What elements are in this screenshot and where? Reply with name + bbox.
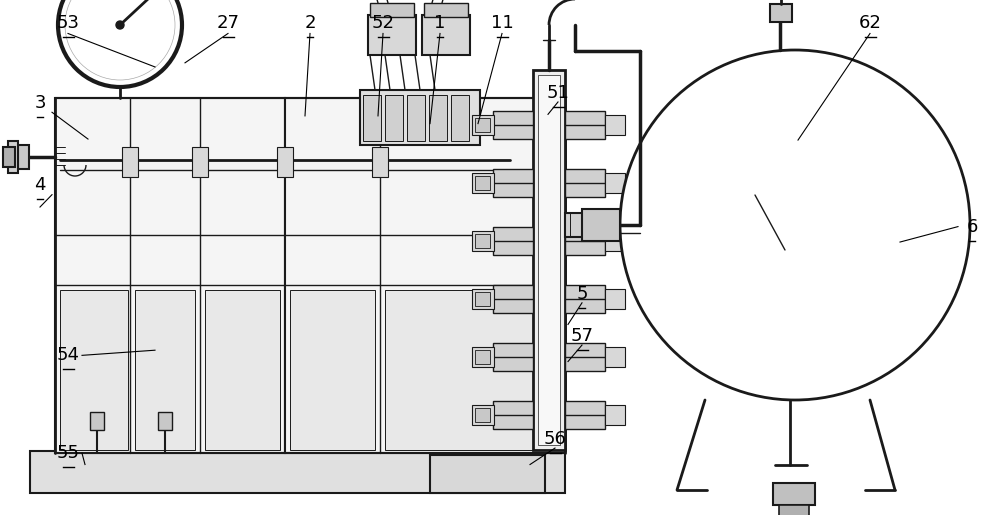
Bar	[605, 115, 625, 135]
Bar	[122, 147, 138, 177]
Bar	[493, 343, 533, 371]
Bar	[475, 408, 490, 422]
Bar	[285, 98, 565, 453]
Bar	[90, 412, 104, 430]
Bar	[424, 3, 468, 17]
Bar	[192, 147, 208, 177]
Text: 1: 1	[434, 14, 446, 32]
Bar	[565, 343, 605, 371]
Bar	[605, 231, 625, 251]
Bar	[493, 111, 533, 139]
Bar	[110, 55, 130, 70]
Text: 54: 54	[56, 347, 80, 364]
Bar	[565, 401, 605, 429]
Bar	[422, 15, 470, 55]
Bar	[472, 173, 494, 193]
Bar	[565, 169, 605, 197]
Bar	[565, 111, 605, 139]
Bar	[407, 95, 425, 141]
Bar	[3, 147, 15, 167]
Bar	[135, 290, 195, 450]
Bar	[385, 95, 403, 141]
Bar	[370, 3, 414, 17]
Bar	[475, 292, 490, 306]
Bar	[605, 347, 625, 367]
Text: 53: 53	[56, 14, 80, 32]
Bar	[475, 350, 490, 364]
Bar	[773, 483, 815, 505]
Bar	[14, 145, 29, 169]
Text: 4: 4	[34, 177, 46, 194]
Bar	[368, 15, 416, 55]
Bar	[385, 290, 560, 450]
Bar	[472, 115, 494, 135]
Text: 3: 3	[34, 94, 46, 112]
Text: 11: 11	[491, 14, 513, 32]
Bar	[55, 98, 285, 453]
Bar	[290, 290, 375, 450]
Text: 27: 27	[216, 14, 240, 32]
Text: 52: 52	[372, 14, 394, 32]
Bar	[430, 455, 545, 493]
Circle shape	[58, 0, 182, 87]
Bar	[429, 95, 447, 141]
Bar	[472, 347, 494, 367]
Bar	[493, 227, 533, 255]
Bar	[605, 173, 625, 193]
Text: 57: 57	[570, 327, 594, 345]
Bar	[582, 209, 620, 241]
Bar	[493, 401, 533, 429]
Bar	[277, 147, 293, 177]
Bar	[30, 451, 565, 493]
Text: 51: 51	[547, 84, 569, 101]
Bar	[472, 289, 494, 309]
Bar	[205, 290, 280, 450]
Bar	[158, 412, 172, 430]
Bar	[605, 405, 625, 425]
Bar	[538, 75, 560, 445]
Bar	[565, 213, 620, 237]
Bar	[475, 176, 490, 190]
Text: 55: 55	[56, 444, 80, 462]
Bar	[493, 285, 533, 313]
Circle shape	[116, 21, 124, 29]
Text: 5: 5	[576, 285, 588, 302]
Bar	[779, 505, 809, 515]
Bar	[8, 141, 18, 173]
Text: 56: 56	[544, 430, 566, 448]
Bar	[565, 285, 605, 313]
Bar	[363, 95, 381, 141]
Bar	[475, 118, 490, 132]
Circle shape	[620, 50, 970, 400]
Text: 2: 2	[304, 14, 316, 32]
Bar	[533, 70, 565, 450]
Bar	[565, 227, 605, 255]
Bar	[372, 147, 388, 177]
Bar	[472, 231, 494, 251]
Bar	[770, 4, 792, 22]
Text: 62: 62	[859, 14, 881, 32]
Bar	[493, 169, 533, 197]
Text: 6: 6	[966, 218, 978, 235]
Bar	[360, 90, 480, 145]
Bar	[605, 289, 625, 309]
Bar	[451, 95, 469, 141]
Bar	[475, 234, 490, 248]
Bar	[60, 290, 128, 450]
Bar	[472, 405, 494, 425]
